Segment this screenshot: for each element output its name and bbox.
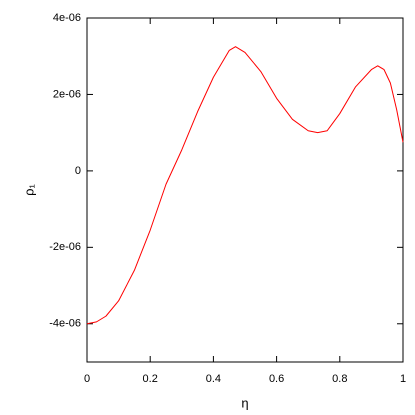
y-axis-label: ρ₁: [21, 183, 36, 195]
data-line: [86, 46, 404, 325]
x-tick-label: 0: [84, 373, 90, 385]
x-axis-label: η: [241, 395, 248, 410]
y-tick-label: -4e-06: [49, 318, 81, 330]
plot-frame: [86, 17, 404, 363]
x-tick-label: 0.2: [143, 373, 158, 385]
y-tick-label: 0: [75, 165, 81, 177]
x-tick-label: 1: [400, 373, 406, 385]
x-tick-label: 0.4: [206, 373, 221, 385]
y-tick-label: -2e-06: [49, 241, 81, 253]
y-tick-label: 2e-06: [53, 88, 81, 100]
y-tick-label: 4e-06: [53, 12, 81, 24]
x-tick-label: 0.6: [269, 373, 284, 385]
x-tick-label: 0.8: [332, 373, 347, 385]
